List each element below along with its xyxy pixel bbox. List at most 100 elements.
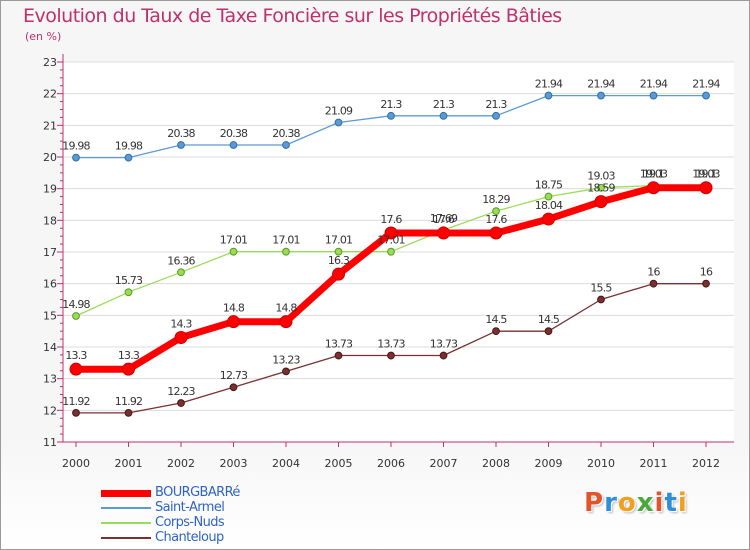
data-label: 14.98 (62, 298, 90, 311)
data-label: 21.94 (692, 78, 720, 91)
legend-item: Corps-Nuds (101, 515, 361, 530)
data-label: 19.98 (62, 140, 90, 153)
data-label: 17.01 (377, 234, 405, 247)
proxiti-logo: Proxiti (584, 488, 688, 518)
data-label: 17.01 (325, 234, 353, 247)
logo-letter: x (636, 488, 655, 518)
y-tick-label: 21 (43, 119, 57, 132)
data-label: 13.73 (430, 338, 458, 351)
data-point (174, 331, 188, 344)
data-point (387, 247, 395, 256)
y-tick-label: 17 (43, 246, 57, 259)
data-label: 17.6 (433, 213, 455, 226)
data-point (334, 351, 343, 360)
legend-swatch (101, 507, 151, 509)
data-point (702, 91, 710, 100)
data-point (229, 247, 238, 256)
data-point (439, 351, 448, 360)
data-label: 14.8 (275, 302, 297, 315)
y-tick-label: 12 (43, 404, 57, 417)
y-tick-label: 15 (43, 309, 57, 322)
data-point (597, 91, 605, 100)
x-tick-label: 2001 (115, 457, 143, 470)
logo-letter: i (677, 488, 688, 518)
data-label: 17.69 (430, 212, 458, 225)
data-point (437, 226, 450, 240)
data-point (702, 279, 710, 288)
data-label: 14.3 (170, 318, 192, 331)
data-point (334, 118, 343, 127)
logo-letter: t (664, 488, 678, 518)
data-label: 16 (647, 266, 660, 279)
data-point (72, 153, 80, 162)
y-tick-label: 19 (43, 183, 57, 196)
data-point (72, 312, 80, 320)
data-point (124, 288, 133, 297)
legend-swatch (101, 490, 151, 497)
data-point (332, 267, 345, 281)
logo-letter: o (617, 488, 637, 518)
data-label: 21.94 (587, 78, 615, 91)
legend-item: Saint-Armel (101, 500, 361, 515)
y-tick-label: 14 (43, 341, 57, 354)
data-point (649, 91, 658, 100)
data-label: 16.36 (167, 254, 195, 267)
x-tick-label: 2000 (62, 457, 90, 470)
legend-item: Chanteloup (101, 530, 361, 545)
data-point (597, 295, 605, 304)
data-point (282, 141, 290, 149)
data-label: 19.1 (695, 168, 716, 181)
data-point (544, 327, 553, 336)
x-tick-label: 2012 (692, 457, 720, 470)
data-label: 13.73 (377, 338, 405, 351)
data-label: 11.92 (115, 395, 143, 408)
data-point (282, 247, 290, 256)
data-point (177, 399, 185, 407)
data-point (279, 315, 293, 329)
data-label: 12.23 (167, 385, 195, 398)
data-label: 17.01 (220, 234, 248, 247)
data-label: 17.6 (380, 213, 402, 226)
data-label: 17.01 (272, 234, 300, 247)
logo-letter: i (654, 488, 665, 518)
legend-label: BOURGBARRé (155, 485, 240, 500)
x-tick-label: 2002 (167, 457, 195, 470)
data-point (229, 383, 238, 392)
x-tick-label: 2009 (535, 457, 563, 470)
data-label: 13.73 (325, 338, 353, 351)
data-label: 16 (700, 266, 713, 279)
logo-letter: P (584, 488, 605, 518)
x-tick-label: 2011 (640, 457, 668, 470)
chart-title: Evolution du Taux de Taxe Foncière sur l… (23, 5, 562, 27)
data-label: 11.92 (62, 395, 90, 408)
data-label: 18.75 (535, 179, 563, 192)
x-tick-label: 2006 (377, 457, 405, 470)
data-point (542, 212, 555, 226)
y-tick-label: 16 (43, 278, 57, 291)
data-label: 14.5 (538, 313, 560, 326)
data-point (544, 192, 553, 201)
data-label: 20.38 (167, 127, 195, 140)
y-tick-label: 13 (43, 373, 57, 386)
x-tick-label: 2003 (220, 457, 248, 470)
x-tick-label: 2008 (482, 457, 510, 470)
data-label: 21.94 (535, 78, 563, 91)
x-tick-label: 2010 (587, 457, 615, 470)
data-label: 19.98 (115, 140, 143, 153)
data-point (387, 111, 395, 120)
data-point (229, 141, 238, 149)
data-point (122, 362, 135, 376)
data-point (124, 153, 133, 162)
data-point (177, 268, 185, 277)
data-label: 14.5 (485, 313, 507, 326)
data-label: 20.38 (220, 127, 248, 140)
x-tick-label: 2007 (430, 457, 458, 470)
y-tick-label: 18 (43, 214, 57, 227)
data-point (649, 279, 658, 288)
data-label: 15.73 (115, 274, 143, 287)
legend-swatch (101, 522, 151, 524)
data-label: 19.1 (643, 168, 664, 181)
data-label: 21.94 (640, 78, 668, 91)
data-point (124, 408, 133, 417)
data-label: 15.5 (590, 282, 612, 295)
